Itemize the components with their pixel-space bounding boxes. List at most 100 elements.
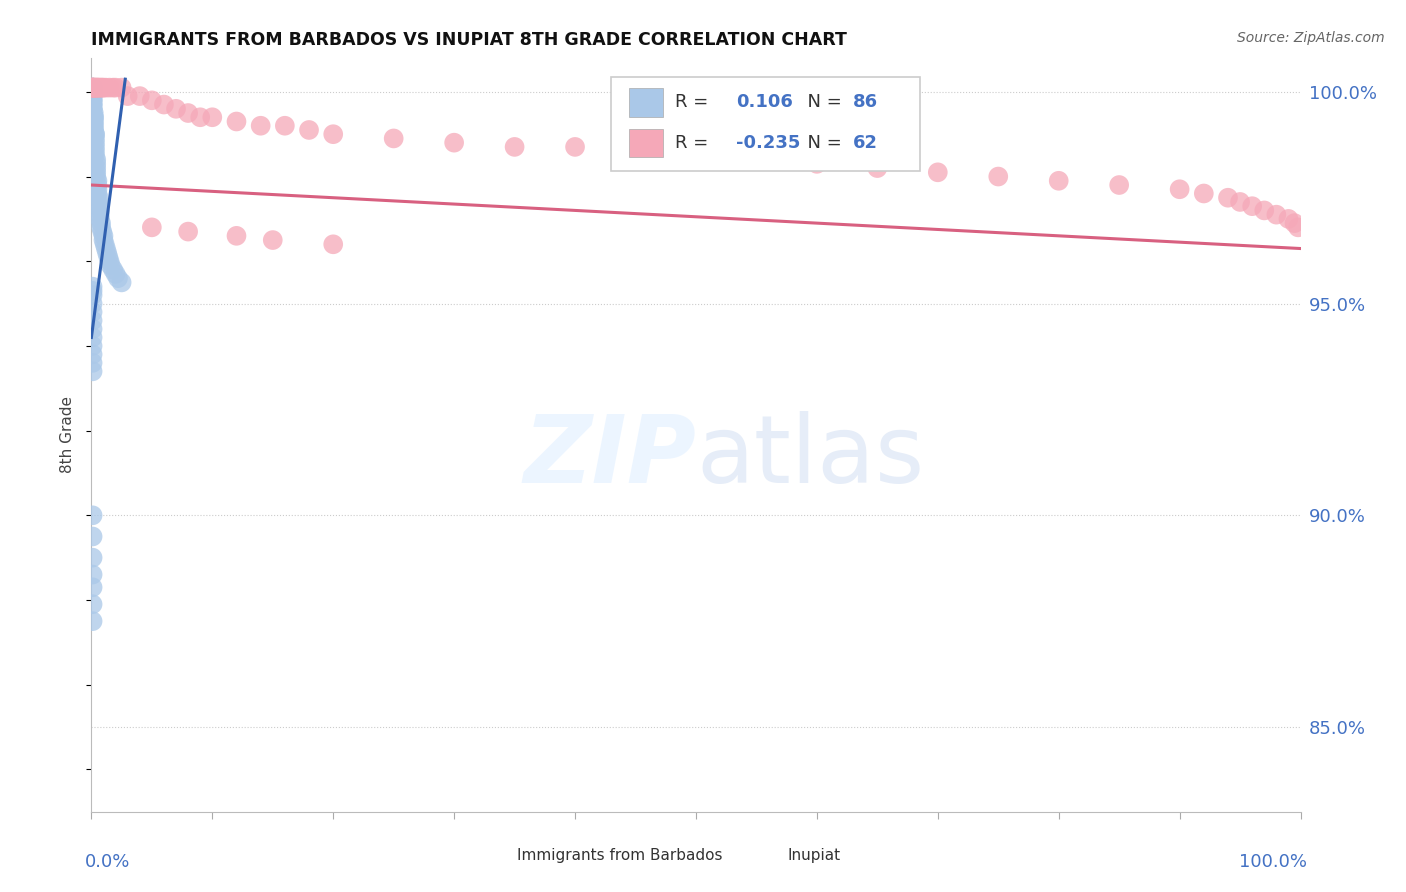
- Text: Source: ZipAtlas.com: Source: ZipAtlas.com: [1237, 31, 1385, 45]
- Point: [84, 153, 107, 167]
- Point: [107, 271, 129, 285]
- Point: [96, 245, 118, 260]
- Text: ZIP: ZIP: [523, 411, 696, 503]
- Point: [1047, 174, 1070, 188]
- Text: IMMIGRANTS FROM BARBADOS VS INUPIAT 8TH GRADE CORRELATION CHART: IMMIGRANTS FROM BARBADOS VS INUPIAT 8TH …: [91, 31, 848, 49]
- Point: [298, 123, 321, 137]
- Point: [82, 288, 104, 302]
- Text: N =: N =: [796, 134, 848, 152]
- Point: [104, 267, 127, 281]
- Point: [745, 153, 768, 167]
- Point: [82, 80, 104, 95]
- Point: [83, 106, 105, 120]
- Point: [141, 93, 163, 107]
- Point: [274, 119, 297, 133]
- Point: [82, 356, 104, 370]
- Point: [94, 242, 117, 256]
- Point: [82, 567, 104, 582]
- Point: [111, 276, 132, 290]
- Point: [82, 339, 104, 353]
- Point: [82, 93, 104, 107]
- Text: R =: R =: [675, 134, 714, 152]
- Point: [177, 106, 200, 120]
- Point: [82, 80, 104, 95]
- Point: [82, 93, 104, 107]
- Text: 62: 62: [853, 134, 879, 152]
- Point: [82, 597, 104, 611]
- Point: [111, 80, 132, 95]
- Point: [101, 262, 124, 277]
- Point: [84, 140, 107, 154]
- Point: [117, 89, 139, 103]
- Point: [86, 182, 108, 196]
- Point: [82, 102, 104, 116]
- Point: [83, 119, 105, 133]
- Point: [84, 131, 107, 145]
- Point: [82, 296, 104, 310]
- Point: [806, 157, 828, 171]
- Point: [93, 228, 115, 243]
- Point: [90, 80, 112, 95]
- Point: [685, 148, 707, 162]
- Point: [84, 80, 107, 95]
- Point: [443, 136, 465, 150]
- Text: 0.106: 0.106: [735, 94, 793, 112]
- Point: [89, 208, 111, 222]
- Point: [188, 110, 211, 124]
- Point: [82, 550, 104, 565]
- Point: [83, 110, 105, 124]
- Point: [89, 203, 111, 218]
- FancyBboxPatch shape: [612, 77, 920, 171]
- Point: [82, 89, 104, 103]
- Point: [91, 80, 114, 95]
- Point: [87, 80, 110, 95]
- Point: [89, 211, 111, 226]
- Point: [83, 123, 105, 137]
- Point: [322, 127, 344, 141]
- Point: [82, 80, 104, 95]
- Point: [564, 140, 586, 154]
- Point: [927, 165, 949, 179]
- Point: [90, 216, 112, 230]
- Point: [624, 144, 647, 158]
- Point: [87, 191, 110, 205]
- Point: [177, 225, 200, 239]
- Point: [322, 237, 344, 252]
- Point: [82, 80, 104, 95]
- Point: [86, 80, 108, 95]
- Point: [86, 174, 108, 188]
- Point: [93, 237, 115, 252]
- Point: [83, 123, 105, 137]
- Point: [141, 220, 163, 235]
- Point: [987, 169, 1010, 184]
- Point: [82, 106, 104, 120]
- Point: [86, 80, 108, 95]
- Point: [1168, 182, 1191, 196]
- Point: [82, 580, 104, 594]
- Point: [82, 106, 104, 120]
- Point: [382, 131, 405, 145]
- Point: [503, 140, 526, 154]
- Point: [84, 136, 107, 150]
- Point: [82, 93, 104, 107]
- Point: [84, 127, 107, 141]
- Point: [1108, 178, 1130, 192]
- Point: [82, 102, 104, 116]
- Point: [128, 89, 150, 103]
- Point: [82, 279, 104, 293]
- Point: [83, 110, 105, 124]
- Point: [84, 165, 107, 179]
- Text: Immigrants from Barbados: Immigrants from Barbados: [517, 848, 723, 863]
- Point: [82, 85, 104, 99]
- Point: [82, 529, 104, 543]
- Point: [249, 119, 271, 133]
- Point: [82, 80, 104, 95]
- Point: [84, 169, 107, 184]
- Point: [98, 254, 121, 268]
- Point: [89, 80, 111, 95]
- Point: [84, 144, 107, 158]
- FancyBboxPatch shape: [754, 847, 778, 863]
- Point: [1286, 220, 1309, 235]
- Point: [83, 110, 105, 124]
- Point: [82, 313, 104, 327]
